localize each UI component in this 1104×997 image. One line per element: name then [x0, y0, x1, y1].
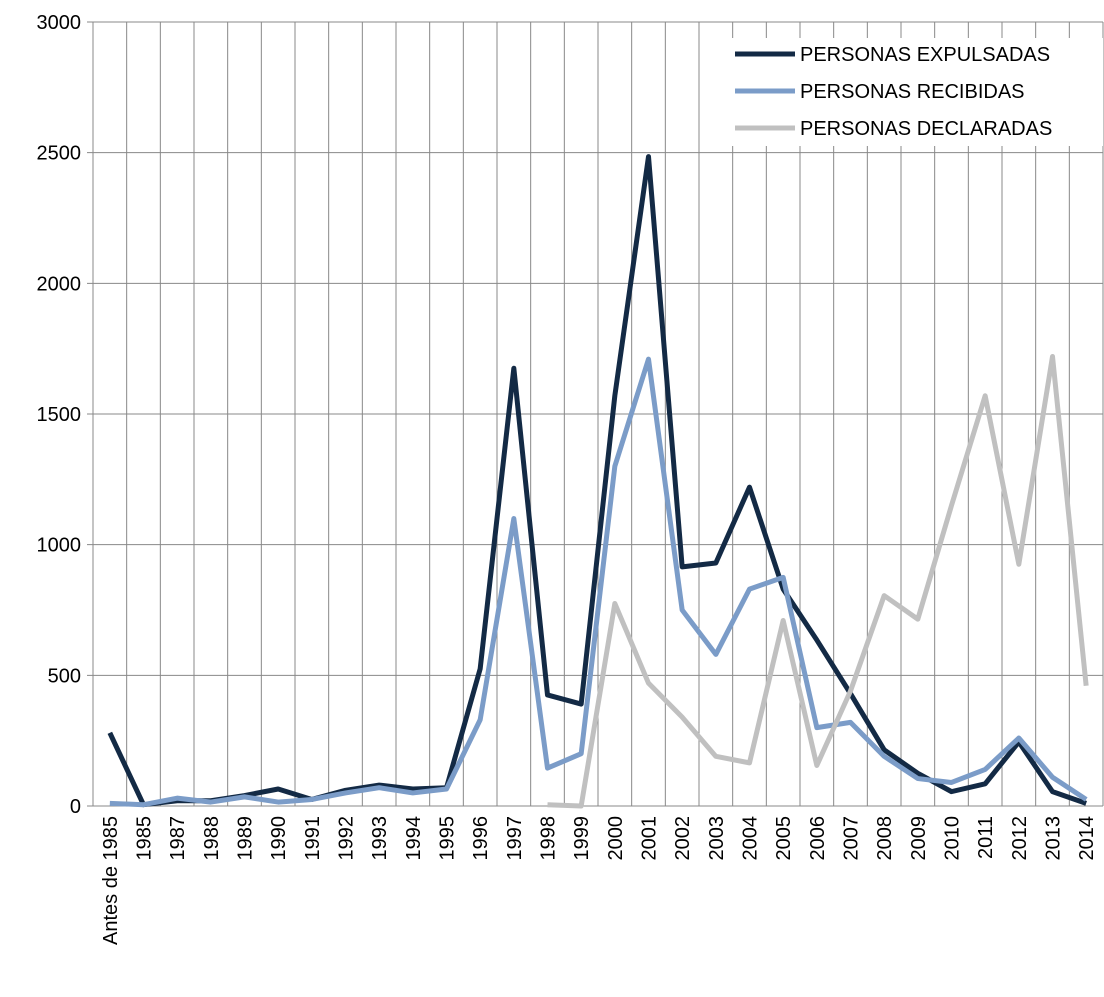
x-tick-label: 2004 [740, 816, 762, 861]
x-tick-label: 1993 [369, 816, 391, 861]
series-line [107, 154, 1087, 808]
x-tick-label: 1997 [504, 816, 526, 861]
x-tick-label: 2001 [639, 816, 661, 861]
x-tick-label: 2008 [874, 816, 896, 861]
x-tick-label: 1994 [403, 816, 425, 861]
x-tick-label: 1985 [134, 816, 156, 861]
y-tick-label: 500 [48, 665, 81, 687]
y-tick-label: 2500 [37, 143, 82, 165]
x-tick-label: 2014 [1076, 816, 1098, 861]
x-tick-label: 1992 [336, 816, 358, 861]
x-tick-label: 2012 [1009, 816, 1031, 861]
legend-label: PERSONAS EXPULSADAS [800, 44, 1050, 66]
x-tick-label: 1998 [538, 816, 560, 861]
series-line [547, 354, 1089, 809]
x-tick-label: 2002 [672, 816, 694, 861]
series-line [109, 356, 1088, 808]
x-tick-label: 2005 [773, 816, 795, 861]
x-tick-label: 1996 [470, 816, 492, 861]
y-tick-label: 2000 [37, 273, 82, 295]
x-tick-label: 2013 [1043, 816, 1065, 861]
x-tick-label: 1987 [167, 816, 189, 861]
x-tick-label: Antes de 1985 [100, 816, 122, 945]
legend-label: PERSONAS RECIBIDAS [800, 81, 1025, 103]
y-tick-label: 3000 [37, 12, 82, 34]
y-tick-label: 1000 [37, 535, 82, 557]
x-tick-label: 1995 [437, 816, 459, 861]
x-tick-label: 1989 [235, 816, 257, 861]
x-tick-label: 2010 [942, 816, 964, 861]
x-tick-label: 1990 [268, 816, 290, 861]
legend-label: PERSONAS DECLARADAS [800, 118, 1052, 140]
x-tick-label: 2003 [706, 816, 728, 861]
y-tick-label: 1500 [37, 404, 82, 426]
x-tick-label: 2011 [975, 816, 997, 859]
x-tick-label: 1991 [302, 816, 324, 861]
x-tick-label: 2009 [908, 816, 930, 861]
x-tick-label: 2006 [807, 816, 829, 861]
y-tick-label: 0 [70, 796, 81, 818]
x-tick-label: 1999 [571, 816, 593, 861]
x-tick-label: 1988 [201, 816, 223, 861]
x-tick-label: 2000 [605, 816, 627, 861]
x-tick-label: 2007 [841, 816, 863, 861]
